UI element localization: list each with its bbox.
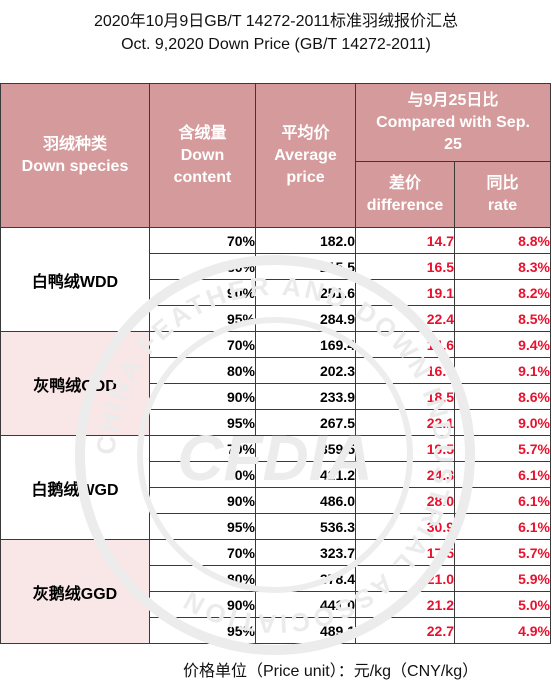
diff-cell: 17.5: [355, 539, 455, 566]
header-compare-cn: 与9月25日比: [407, 91, 499, 109]
price-table-header: 羽绒种类 Down species 含绒量 Down content 平均价 A…: [0, 83, 552, 228]
header-content: 含绒量 Down content: [149, 83, 256, 228]
header-avg-en-1: Average: [274, 146, 337, 164]
header-compare: 与9月25日比 Compared with Sep. 25: [354, 83, 552, 162]
content-cell: 70%: [149, 227, 256, 254]
header-difference-en: difference: [366, 196, 444, 214]
header-difference: 差价 difference: [355, 161, 455, 228]
diff-cell: 22.7: [355, 617, 455, 644]
content-cell: 90%: [149, 487, 256, 514]
price-cell: 536.3: [255, 513, 356, 540]
content-cell: 90%: [149, 591, 256, 618]
species-cell: 白鹅绒WGD: [0, 435, 150, 540]
content-cell: 95%: [149, 513, 256, 540]
content-cell: 80%: [149, 357, 256, 384]
header-content-en-2: content: [173, 168, 232, 186]
rate-cell: 9.0%: [453, 409, 552, 436]
price-table-body: 白鸭绒WDD 70% 182.0 14.7 8.8% 80% 215.5 16.…: [0, 227, 552, 644]
header-species: 羽绒种类 Down species: [0, 83, 150, 228]
price-table: 羽绒种类 Down species 含绒量 Down content 平均价 A…: [0, 83, 552, 644]
diff-cell: 30.9: [355, 513, 455, 540]
rate-cell: 5.9%: [453, 565, 552, 592]
price-cell: 489.1: [255, 617, 356, 644]
content-cell: 70%: [149, 539, 256, 566]
diff-cell: 16.5: [355, 253, 455, 280]
rate-cell: 6.1%: [453, 487, 552, 514]
diff-cell: 22.1: [355, 409, 455, 436]
header-compare-en-1: Compared with Sep.: [376, 113, 530, 131]
rate-cell: 5.0%: [453, 591, 552, 618]
diff-cell: 28.0: [355, 487, 455, 514]
price-cell: 215.5: [255, 253, 356, 280]
price-cell: 378.4: [255, 565, 356, 592]
header-average-price: 平均价 Average price: [255, 83, 356, 228]
price-cell: 251.6: [255, 279, 356, 306]
page-subtitle: Oct. 9,2020 Down Price (GB/T 14272-2011): [121, 36, 431, 53]
price-unit-note: 价格单位（Price unit）：元/kg（CNY/kg）: [183, 663, 479, 680]
rate-cell: 6.1%: [453, 513, 552, 540]
price-cell: 441.0: [255, 591, 356, 618]
rate-cell: 9.4%: [453, 331, 552, 358]
header-content-cn: 含绒量: [178, 124, 227, 142]
price-cell: 169.4: [255, 331, 356, 358]
price-cell: 323.7: [255, 539, 356, 566]
header-rate-en: rate: [487, 196, 518, 214]
header-rate: 同比 rate: [453, 161, 552, 228]
price-cell: 359.5: [255, 435, 356, 462]
table-row: 灰鸭绒GDD 70% 169.4 14.6 9.4%: [0, 331, 552, 436]
content-cell: 80%: [149, 565, 256, 592]
diff-cell: 22.4: [355, 305, 455, 332]
header-species-cn: 羽绒种类: [42, 135, 107, 153]
diff-cell: 21.2: [355, 591, 455, 618]
rate-cell: 5.7%: [453, 435, 552, 462]
header-rate-cn: 同比: [486, 174, 519, 192]
price-cell: 182.0: [255, 227, 356, 254]
content-cell: 70%: [149, 435, 256, 462]
rate-cell: 8.6%: [453, 383, 552, 410]
rate-cell: 6.1%: [453, 461, 552, 488]
rate-cell: 8.5%: [453, 305, 552, 332]
content-cell: 95%: [149, 305, 256, 332]
content-cell: 80%: [149, 461, 256, 488]
species-cell: 灰鹅绒GGD: [0, 539, 150, 644]
table-row: 白鹅绒WGD 70% 359.5 19.5 5.7%: [0, 435, 552, 540]
header-species-en: Down species: [21, 157, 129, 175]
content-cell: 95%: [149, 617, 256, 644]
species-cell: 灰鸭绒GDD: [0, 331, 150, 436]
rate-cell: 8.2%: [453, 279, 552, 306]
rate-cell: 4.9%: [453, 617, 552, 644]
page-title: 2020年10月9日GB/T 14272-2011标准羽绒报价汇总: [93, 13, 458, 30]
price-cell: 202.3: [255, 357, 356, 384]
table-row: 灰鹅绒GGD 70% 323.7 17.5 5.7%: [0, 539, 552, 644]
content-cell: 95%: [149, 409, 256, 436]
rate-cell: 5.7%: [453, 539, 552, 566]
diff-cell: 19.5: [355, 435, 455, 462]
diff-cell: 14.7: [355, 227, 455, 254]
price-cell: 267.5: [255, 409, 356, 436]
diff-cell: 14.6: [355, 331, 455, 358]
header-avg-cn: 平均价: [281, 124, 330, 142]
header-difference-cn: 差价: [388, 174, 421, 192]
price-cell: 421.2: [255, 461, 356, 488]
header-content-en-1: Down: [180, 146, 225, 164]
species-cell: 白鸭绒WDD: [0, 227, 150, 332]
content-cell: 90%: [149, 279, 256, 306]
price-cell: 284.9: [255, 305, 356, 332]
header-compare-en-2: 25: [444, 135, 462, 153]
diff-cell: 24.3: [355, 461, 455, 488]
diff-cell: 21.0: [355, 565, 455, 592]
table-row: 白鸭绒WDD 70% 182.0 14.7 8.8%: [0, 227, 552, 332]
rate-cell: 8.3%: [453, 253, 552, 280]
content-cell: 70%: [149, 331, 256, 358]
content-cell: 80%: [149, 253, 256, 280]
header-avg-en-2: price: [286, 168, 325, 186]
diff-cell: 16.9: [355, 357, 455, 384]
price-cell: 233.9: [255, 383, 356, 410]
rate-cell: 9.1%: [453, 357, 552, 384]
content-cell: 90%: [149, 383, 256, 410]
diff-cell: 18.5: [355, 383, 455, 410]
rate-cell: 8.8%: [453, 227, 552, 254]
price-cell: 486.0: [255, 487, 356, 514]
diff-cell: 19.1: [355, 279, 455, 306]
